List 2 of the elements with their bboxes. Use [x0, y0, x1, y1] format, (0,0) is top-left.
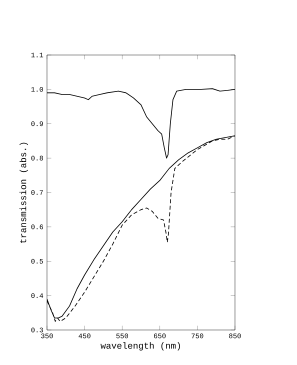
y-axis-title: transmission (abs.)	[20, 142, 28, 243]
x-axis-title: wavelength (nm)	[100, 342, 180, 351]
